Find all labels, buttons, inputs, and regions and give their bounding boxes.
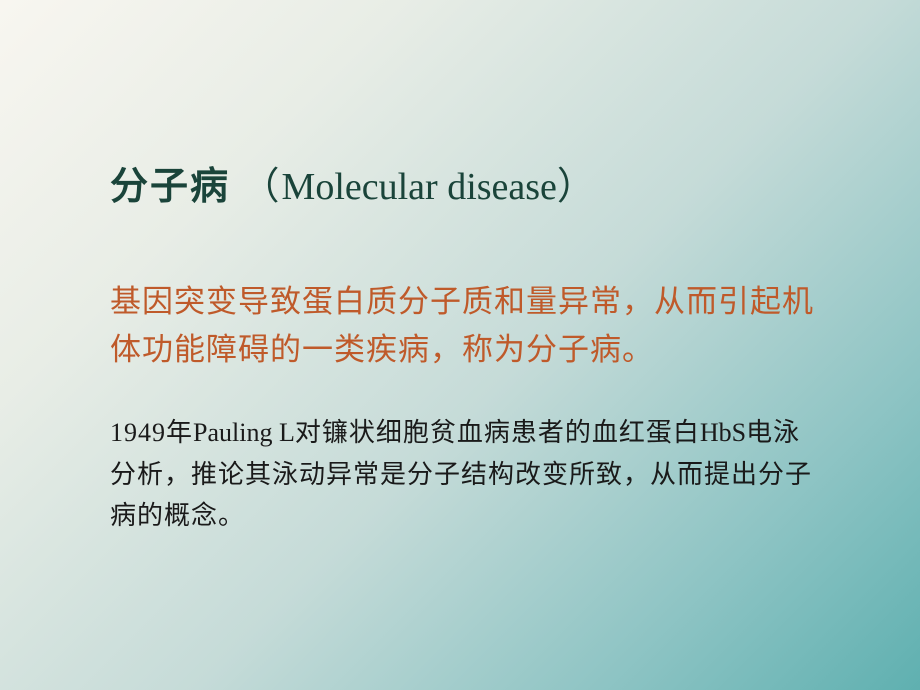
body-eng2: HbS [700,418,746,447]
body-text: 1949年Pauling L对镰状细胞贫血病患者的血红蛋白HbS电泳分析，推论其… [110,412,825,537]
highlight-text: 基因突变导致蛋白质分子质和量异常，从而引起机体功能障碍的一类疾病，称为分子病。 [110,278,825,374]
body-part2: 对镰状细胞贫血病患者的血红蛋白 [295,418,700,447]
body-part1: 1949年 [110,418,193,447]
title-chinese: 分子病 [110,166,230,208]
title-english: Molecular disease [282,166,557,208]
slide-title: 分子病 （Molecular disease） [110,155,825,210]
paren-open: （ [242,166,282,208]
body-eng1: Pauling L [193,418,295,447]
paren-close: ） [557,166,597,208]
slide-content: 分子病 （Molecular disease） 基因突变导致蛋白质分子质和量异常… [0,0,920,690]
